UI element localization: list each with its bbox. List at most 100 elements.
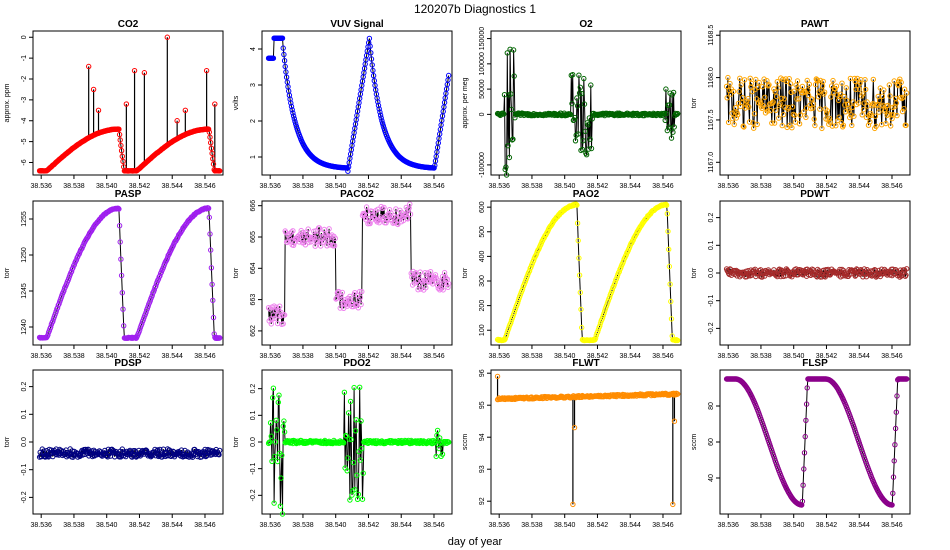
x-tick-label: 38.536 <box>259 522 281 529</box>
data-point <box>894 112 900 119</box>
panel-vuv-signal: VUV Signal volts 38.536 38.538 38.540 38.542 3… <box>233 19 453 190</box>
data-point <box>208 265 215 271</box>
data-point <box>116 223 123 229</box>
data-point <box>70 263 77 269</box>
data-point <box>283 69 289 75</box>
data-point <box>501 111 507 117</box>
data-point <box>663 86 669 92</box>
data-point <box>585 122 591 128</box>
data-point <box>890 112 897 118</box>
panel-pdsp: PDSP torr 38.536 38.538 38.540 38.542 38.544 38… <box>4 358 224 529</box>
data-point <box>804 385 810 391</box>
data-point <box>401 212 407 219</box>
data-point <box>511 73 517 79</box>
data-point <box>437 435 443 441</box>
data-point <box>44 452 50 459</box>
panel-pawt: PAWT torr 38.536 38.538 38.540 38.542 38.544 38… <box>691 19 911 190</box>
data-point <box>754 121 760 128</box>
data-point <box>849 122 855 129</box>
data-point <box>210 156 216 162</box>
data-point <box>764 78 770 84</box>
data-point <box>661 110 668 117</box>
y-tick-label: -0.1 <box>21 464 28 476</box>
data-point <box>668 298 674 305</box>
data-point <box>280 45 286 51</box>
data-point <box>805 92 812 99</box>
data-point <box>770 99 776 105</box>
data-point <box>379 118 385 124</box>
data-point <box>54 452 60 458</box>
spike-marker <box>571 424 578 431</box>
y-axis-label: sccm <box>462 434 469 451</box>
data-series <box>494 373 681 508</box>
data-point <box>569 100 575 107</box>
x-tick-label: 38.542 <box>129 522 151 529</box>
y-tick-label: 0.1 <box>250 410 257 420</box>
data-point <box>119 290 126 296</box>
data-point <box>347 497 353 503</box>
spike-marker <box>494 373 501 380</box>
data-point <box>207 134 213 140</box>
data-point <box>281 51 287 58</box>
y-tick-label: 0.0 <box>21 437 28 447</box>
data-point <box>812 122 818 129</box>
data-point <box>574 202 580 208</box>
data-point <box>583 152 590 158</box>
data-point <box>821 89 828 95</box>
y-tick-label: 664 <box>250 262 257 274</box>
x-tick-label: 38.544 <box>162 353 184 360</box>
data-point <box>436 445 442 452</box>
data-point <box>572 138 579 144</box>
data-point <box>503 332 510 338</box>
data-point <box>786 76 792 82</box>
data-point <box>433 453 439 460</box>
data-point <box>117 137 123 143</box>
data-point <box>888 123 894 129</box>
data-point <box>891 78 897 84</box>
panel-pdwt: PDWT torr 38.536 38.538 38.540 38.542 38.544 38… <box>691 189 911 360</box>
data-point <box>766 82 772 88</box>
data-point <box>377 109 383 115</box>
data-point <box>728 91 734 97</box>
data-point <box>872 267 879 273</box>
data-point <box>334 295 340 301</box>
data-point <box>271 500 277 506</box>
data-point <box>891 458 897 464</box>
plot-frame <box>32 200 224 346</box>
data-point <box>664 211 670 217</box>
y-axis-label: volts <box>233 95 240 110</box>
x-tick-label: 38.544 <box>391 353 413 360</box>
data-point <box>351 384 357 391</box>
y-tick-label: 96 <box>479 369 486 377</box>
y-axis-label: torr <box>691 267 698 278</box>
data-point <box>801 450 808 456</box>
data-point <box>437 287 443 293</box>
spike-marker <box>90 86 97 93</box>
data-point <box>375 206 381 213</box>
data-point <box>352 486 358 493</box>
x-tick-label: 38.546 <box>652 183 674 190</box>
data-point <box>377 112 384 118</box>
data-point <box>903 272 909 278</box>
plot-frame <box>719 30 911 176</box>
data-point <box>290 242 297 249</box>
figure-title: 120207b Diagnostics 1 <box>414 2 536 16</box>
data-point <box>881 87 887 93</box>
data-point <box>803 114 809 121</box>
y-tick-label: -4 <box>21 118 28 124</box>
data-point <box>357 457 364 463</box>
data-point <box>885 102 891 109</box>
x-tick-label: 38.544 <box>620 353 642 360</box>
data-series <box>494 201 681 344</box>
y-tick-label: 0.0 <box>708 268 715 278</box>
y-tick-label: 1255 <box>21 211 28 227</box>
data-point <box>573 201 579 208</box>
data-point <box>267 439 273 445</box>
y-tick-label: -0.2 <box>250 489 257 501</box>
data-point <box>898 79 904 86</box>
data-point <box>797 112 803 118</box>
x-tick-label: 38.542 <box>358 522 380 529</box>
y-tick-label: 92 <box>479 497 486 505</box>
data-point <box>815 78 821 84</box>
y-tick-label: -0.2 <box>21 491 28 503</box>
